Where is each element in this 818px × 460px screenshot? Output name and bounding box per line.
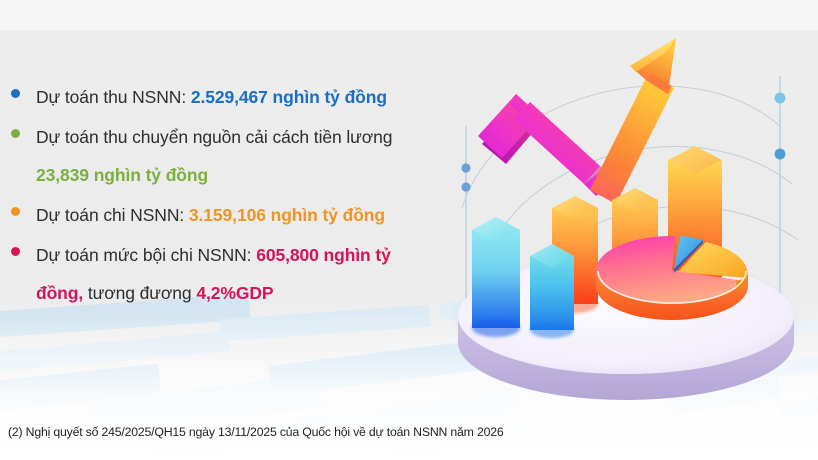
salary-reform-label-line: Dự toán thu chuyển nguồn cải cách tiền l… bbox=[36, 118, 460, 156]
list-item-salary-reform-transfer: Dự toán thu chuyển nguồn cải cách tiền l… bbox=[0, 118, 460, 194]
platform-side bbox=[458, 316, 794, 400]
footnote: (2) Nghị quyết số 245/2025/QH15 ngày 13/… bbox=[8, 425, 504, 439]
deficit-estimate-line: Dự toán mức bội chi NSNN: 605,800 nghìn … bbox=[36, 236, 460, 274]
revenue-estimate-line: Dự toán thu NSNN: 2.529,467 nghìn tỷ đồn… bbox=[36, 78, 460, 116]
bar-orange-mid-top bbox=[552, 196, 598, 220]
bullet-dot-crimson bbox=[11, 247, 20, 256]
budget-estimate-list: Dự toán thu NSNN: 2.529,467 nghìn tỷ đồn… bbox=[0, 78, 460, 314]
bar-cyan-tall-top bbox=[472, 217, 520, 243]
bullet-dot-green bbox=[11, 129, 20, 138]
background-top-strip bbox=[0, 0, 818, 30]
accent-dot-right-bottom bbox=[774, 148, 786, 160]
bar-cyan-short-top bbox=[530, 244, 574, 268]
list-item-deficit-estimate: Dự toán mức bội chi NSNN: 605,800 nghìn … bbox=[0, 236, 460, 312]
pie-slice-blue-side bbox=[674, 240, 703, 273]
revenue-value: 2.529,467 nghìn tỷ đồng bbox=[190, 87, 387, 107]
pie-slice-blue bbox=[674, 236, 703, 269]
bar-orange-max-top bbox=[668, 146, 722, 174]
list-item-revenue-estimate: Dự toán thu NSNN: 2.529,467 nghìn tỷ đồn… bbox=[0, 78, 460, 116]
deficit-value: 605,800 nghìn tỷ bbox=[256, 245, 391, 265]
pie-rim bbox=[596, 270, 748, 320]
pie-slice-major bbox=[596, 235, 744, 304]
bullet-dot-orange bbox=[11, 207, 20, 216]
accent-dot-left-bottom bbox=[461, 182, 471, 192]
expenditure-label: Dự toán chi NSNN: bbox=[36, 205, 189, 225]
bar-cyan-tall bbox=[472, 217, 520, 337]
deficit-label: Dự toán mức bội chi NSNN: bbox=[36, 245, 257, 265]
expenditure-value: 3.159,106 nghìn tỷ đồng bbox=[188, 205, 385, 225]
expenditure-estimate-line: Dự toán chi NSNN: 3.159,106 nghìn tỷ đồn… bbox=[36, 196, 460, 234]
deficit-value-cont: đồng, bbox=[36, 283, 84, 303]
growth-chart-illustration bbox=[458, 38, 799, 400]
deficit-equivalent-label: tương đương bbox=[83, 283, 197, 303]
bar-orange-tall-top bbox=[612, 188, 658, 212]
list-item-expenditure-estimate: Dự toán chi NSNN: 3.159,106 nghìn tỷ đồn… bbox=[0, 196, 460, 234]
bar-cyan-short bbox=[530, 244, 574, 338]
arrow-segment-3 bbox=[590, 74, 674, 204]
accent-dot-left-top bbox=[461, 163, 471, 173]
revenue-label: Dự toán thu NSNN: bbox=[36, 87, 191, 107]
deficit-gdp-line: đồng, tương đương 4,2%GDP bbox=[36, 274, 460, 312]
growth-arrow-3d bbox=[478, 38, 676, 204]
pie-slice-amber bbox=[678, 242, 748, 278]
salary-reform-value: 23,839 nghìn tỷ đồng bbox=[36, 165, 209, 185]
arrow-head-tip bbox=[630, 38, 676, 72]
arrow-head-under bbox=[646, 74, 672, 94]
salary-reform-label: Dự toán thu chuyển nguồn cải cách tiền l… bbox=[36, 127, 393, 147]
bullet-dot-blue bbox=[11, 89, 20, 98]
pie-highlight bbox=[597, 270, 747, 304]
pie-chart-3d bbox=[596, 235, 748, 320]
deficit-gdp-value: 4,2%GDP bbox=[196, 283, 274, 303]
accent-dot-right-top bbox=[774, 92, 786, 104]
salary-reform-value-line: 23,839 nghìn tỷ đồng bbox=[36, 156, 460, 194]
arrow-segment-2 bbox=[514, 102, 600, 184]
